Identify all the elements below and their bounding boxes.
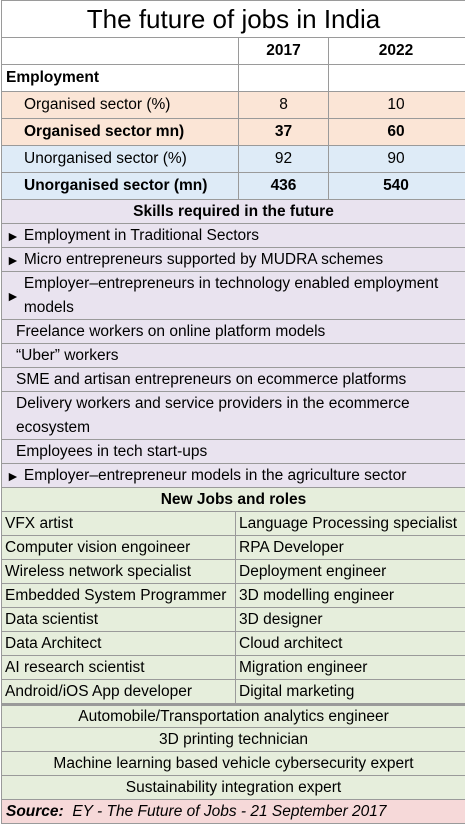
skill-row: SME and artisan entrepreneurs on ecommer… — [2, 368, 465, 392]
year-2017-header: 2017 — [239, 38, 329, 64]
job-single-row: Automobile/Transportation analytics engi… — [2, 704, 465, 728]
source-label: Source: — [6, 802, 64, 820]
skill-row: Delivery workers and service providers i… — [2, 392, 465, 440]
job-row: Computer vision engoineer RPA Developer — [2, 536, 465, 560]
job-role-right: Cloud architect — [239, 634, 343, 652]
bullet-triangle-icon: ► — [6, 227, 20, 244]
job-role: Sustainability integration expert — [125, 778, 342, 796]
job-role-right: Migration engineer — [239, 658, 368, 676]
source-citation: Source: EY - The Future of Jobs - 21 Sep… — [2, 800, 465, 823]
skills-list: ► Employment in Traditional Sectors ► Micro… — [2, 224, 465, 488]
employment-row: Unorganised sector (mn) 436 540 — [2, 173, 465, 200]
skill-row: ► Employment in Traditional Sectors — [2, 224, 465, 248]
job-role-left: Android/iOS App developer — [2, 680, 236, 703]
job-role: Machine learning based vehicle cybersecu… — [53, 754, 414, 772]
job-role-left: AI research scientist — [2, 656, 236, 679]
employment-value-2022: 10 — [387, 96, 405, 113]
employment-value-2022: 90 — [387, 150, 405, 167]
skill-item: ► Employer–entrepreneurs in technology en… — [6, 274, 439, 316]
job-row: Wireless network specialist Deployment en… — [2, 560, 465, 584]
job-role-right: 3D designer — [239, 610, 323, 628]
employment-header-row: Employment — [2, 65, 465, 92]
employment-row-label: Unorganised sector (mn) — [2, 173, 239, 199]
job-row: Data scientist 3D designer — [2, 608, 465, 632]
job-role-right: RPA Developer — [239, 538, 344, 556]
bullet-triangle-icon: ► — [6, 467, 20, 484]
employment-row: Organised sector (%) 8 10 — [2, 92, 465, 119]
year-header-row: 2017 2022 — [2, 38, 465, 65]
job-role-right: Digital marketing — [239, 682, 355, 700]
jobs-header: New Jobs and roles — [160, 490, 307, 508]
job-role-left: Wireless network specialist — [2, 560, 236, 583]
skill-item: SME and artisan entrepreneurs on ecommer… — [16, 370, 407, 388]
job-row: Android/iOS App developer Digital marketi… — [2, 680, 465, 704]
skills-header: Skills required in the future — [133, 202, 334, 220]
job-row: Embedded System Programmer 3D modelling e… — [2, 584, 465, 608]
year-2022-header: 2022 — [378, 42, 414, 59]
employment-row-label: Unorganised sector (%) — [2, 146, 239, 172]
jobs-singles-list: Automobile/Transportation analytics engi… — [2, 704, 465, 800]
job-role-right: 3D modelling engineer — [239, 586, 395, 604]
skills-header-row: Skills required in the future — [2, 200, 465, 224]
employment-blank-2017 — [239, 65, 329, 91]
employment-value-2017: 8 — [239, 92, 329, 118]
jobs-list: VFX artist Language Processing specialist… — [2, 512, 465, 704]
skill-row: “Uber” workers — [2, 344, 465, 368]
job-role: 3D printing technician — [158, 730, 309, 748]
employment-value-2017: 436 — [239, 173, 329, 199]
skill-row: ► Micro entrepreneurs supported by MUDRA … — [2, 248, 465, 272]
source-text: EY - The Future of Jobs - 21 September 2… — [72, 802, 387, 820]
bullet-triangle-icon: ► — [6, 251, 20, 268]
employment-row-label: Organised sector mn) — [2, 119, 239, 145]
job-single-row: Machine learning based vehicle cybersecu… — [2, 752, 465, 776]
skill-item: Employees in tech start-ups — [16, 442, 208, 460]
job-role-left: Computer vision engoineer — [2, 536, 236, 559]
employment-label: Employment — [2, 65, 239, 91]
source-row: Source: EY - The Future of Jobs - 21 Sep… — [2, 800, 465, 824]
skill-row: Employees in tech start-ups — [2, 440, 465, 464]
skill-item: ► Micro entrepreneurs supported by MUDRA … — [2, 248, 465, 271]
employment-row-label: Organised sector (%) — [2, 92, 239, 118]
employment-rows: Organised sector (%) 8 10 Organised sector … — [2, 92, 465, 200]
employment-value-2022: 540 — [383, 177, 409, 194]
employment-row: Organised sector mn) 37 60 — [2, 119, 465, 146]
jobs-header-row: New Jobs and roles — [2, 488, 465, 512]
employment-value-2017: 37 — [239, 119, 329, 145]
job-role-left: VFX artist — [2, 512, 236, 535]
job-role-right: Language Processing specialist — [239, 514, 457, 532]
job-single-row: 3D printing technician — [2, 728, 465, 752]
job-role-left: Data Architect — [2, 632, 236, 655]
employment-value-2022: 60 — [387, 123, 405, 140]
job-role-right: Deployment engineer — [239, 562, 387, 580]
skill-row: ► Employer–entrepreneur models in the agr… — [2, 464, 465, 488]
header-blank-cell — [2, 38, 239, 64]
job-row: VFX artist Language Processing specialist — [2, 512, 465, 536]
employment-blank-2022 — [329, 65, 463, 91]
skill-item: “Uber” workers — [16, 346, 119, 364]
bullet-triangle-icon: ► — [6, 287, 20, 304]
job-role-left: Data scientist — [2, 608, 236, 631]
skill-row: Freelance workers on online platform mod… — [2, 320, 465, 344]
page-title: The future of jobs in India — [2, 0, 465, 38]
skill-item: Delivery workers and service providers i… — [16, 394, 410, 436]
job-role-left: Embedded System Programmer — [2, 584, 236, 607]
skill-item: ► Employment in Traditional Sectors — [2, 224, 465, 247]
skill-row: ► Employer–entrepreneurs in technology en… — [2, 272, 465, 320]
job-row: Data Architect Cloud architect — [2, 632, 465, 656]
skill-item: Freelance workers on online platform mod… — [16, 322, 326, 340]
job-role: Automobile/Transportation analytics engi… — [78, 707, 389, 725]
employment-value-2017: 92 — [239, 146, 329, 172]
job-single-row: Sustainability integration expert — [2, 776, 465, 800]
employment-row: Unorganised sector (%) 92 90 — [2, 146, 465, 173]
job-row: AI research scientist Migration engineer — [2, 656, 465, 680]
skill-item: ► Employer–entrepreneur models in the agr… — [2, 464, 465, 487]
